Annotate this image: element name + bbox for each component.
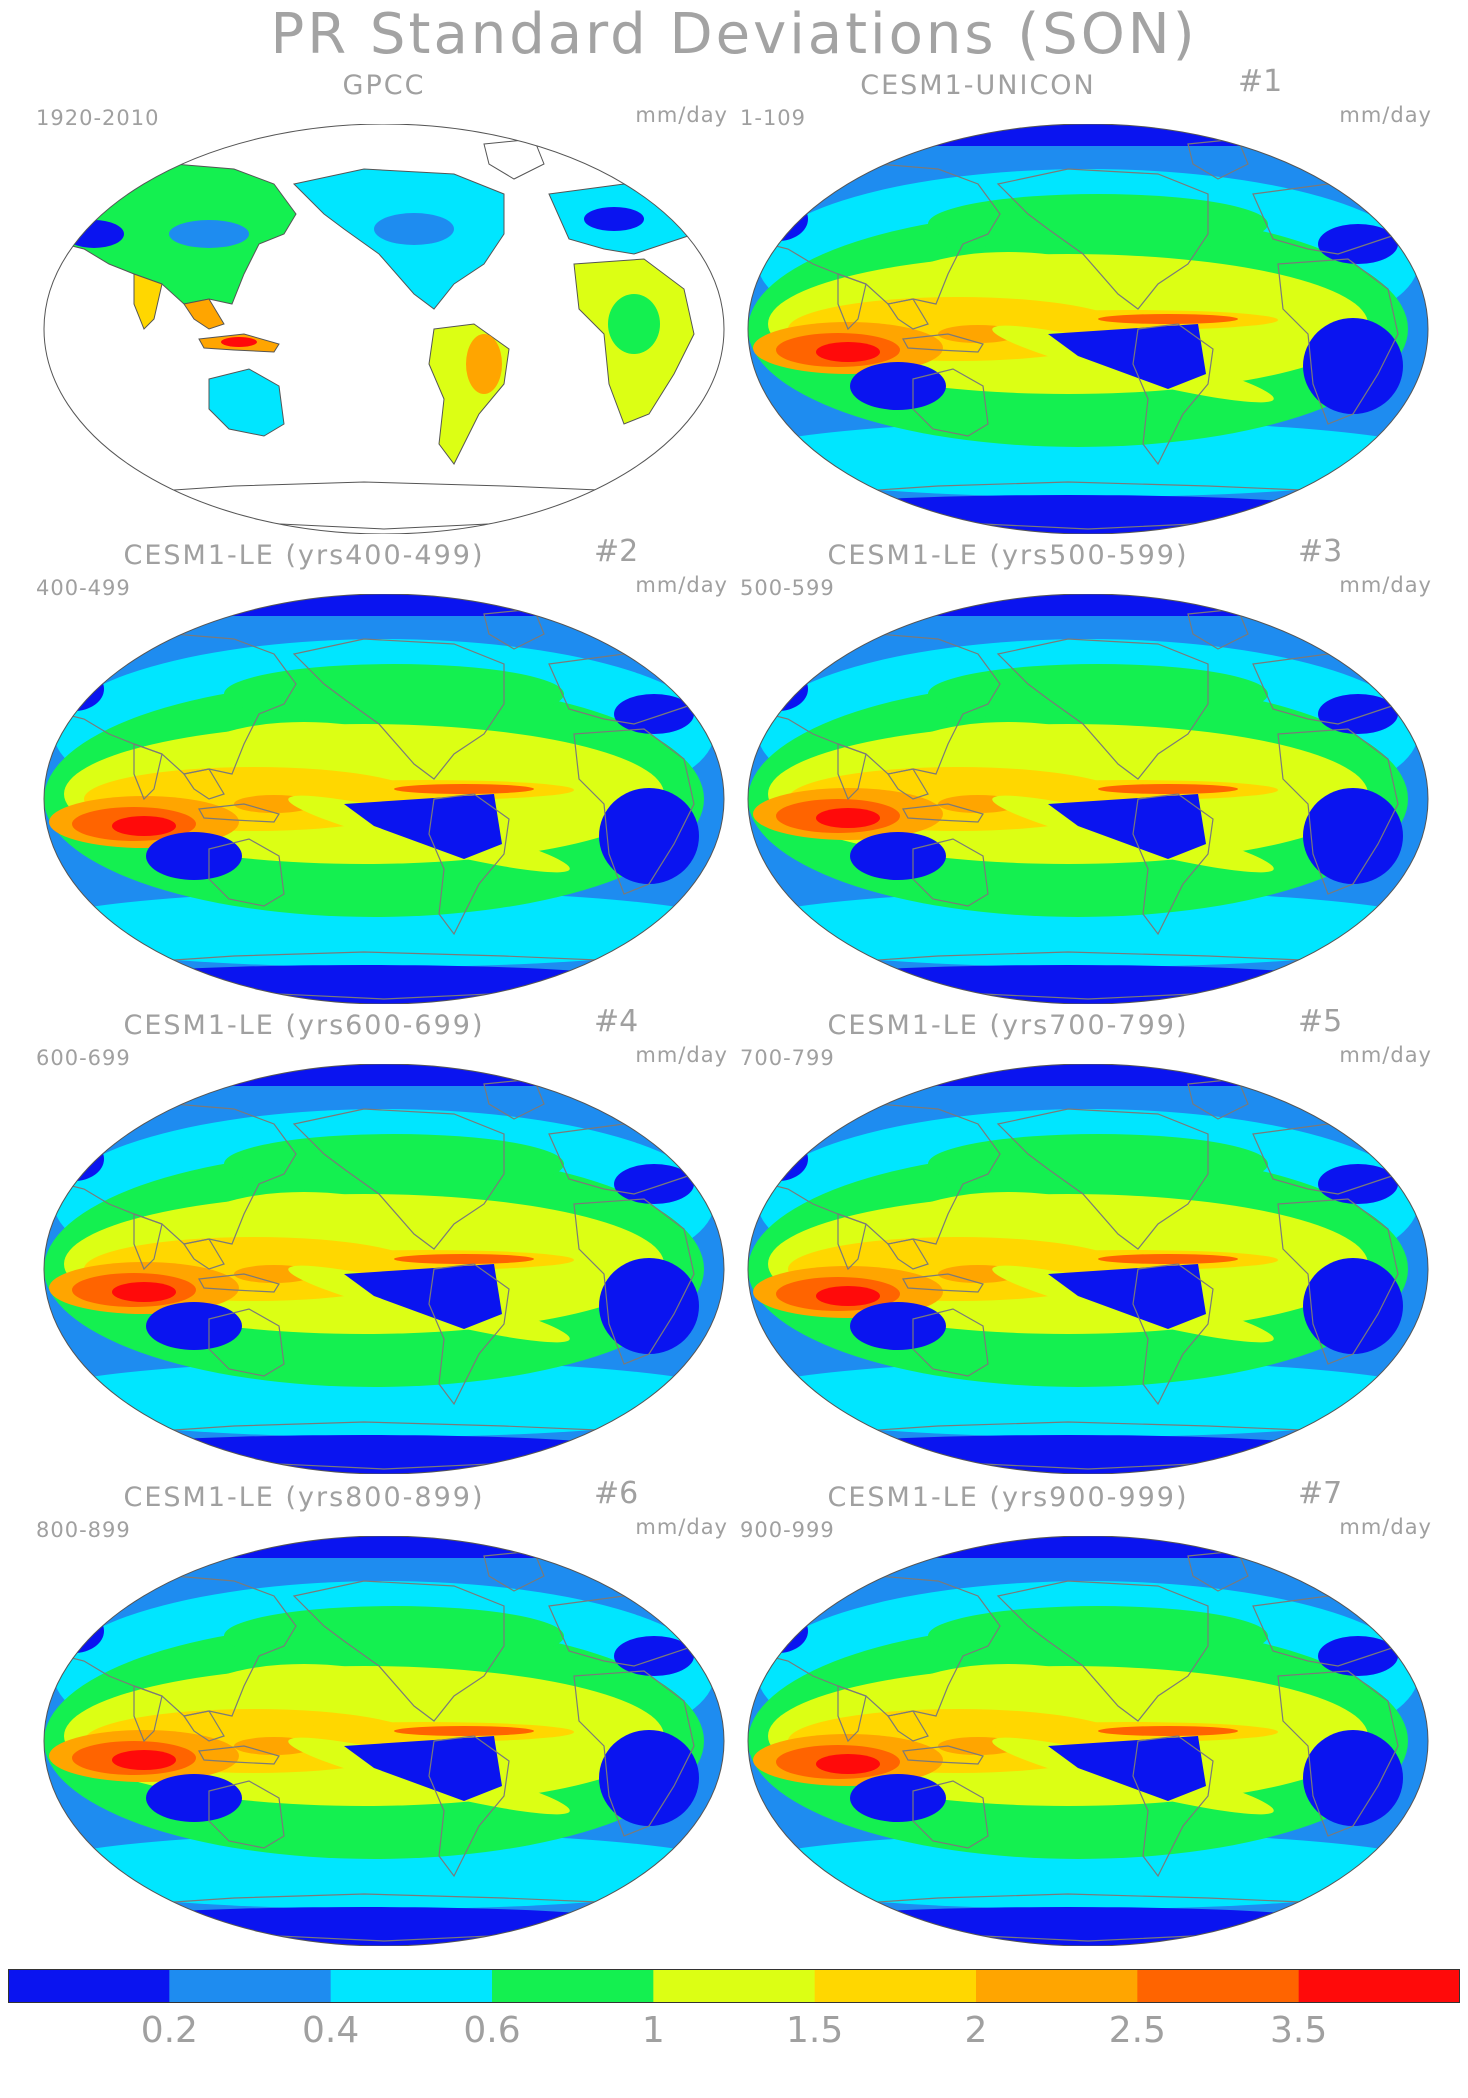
map: [747, 1536, 1429, 1946]
colorbar-tick-label: 0.2: [140, 2010, 198, 2051]
panel-units: mm/day: [635, 103, 728, 127]
colorbar-segment: [330, 1969, 493, 2003]
colorbar-segment: [653, 1969, 816, 2003]
colorbar-tick-label: 2.5: [1108, 2010, 1166, 2051]
panel-years: 500-599: [740, 576, 835, 600]
panel-title: CESM1-LE (yrs900-999): [827, 1482, 1189, 1513]
panel-units: mm/day: [1339, 1043, 1432, 1067]
map: [43, 594, 725, 1004]
panel-title: CESM1-UNICON: [860, 70, 1096, 101]
panel-units: mm/day: [635, 1515, 728, 1539]
panel-years: 400-499: [36, 576, 131, 600]
map-panel: CESM1-LE (yrs500-599) #3 500-599 mm/day: [738, 534, 1438, 1004]
panel-number: #5: [1298, 1004, 1343, 1039]
map-panel: CESM1-LE (yrs800-899) #6 800-899 mm/day: [34, 1476, 734, 1946]
map: [747, 124, 1429, 534]
colorbar-segment: [1137, 1969, 1300, 2003]
map-panel: CESM1-LE (yrs900-999) #7 900-999 mm/day: [738, 1476, 1438, 1946]
map: [747, 594, 1429, 1004]
colorbar: [8, 1969, 1460, 2003]
panel-units: mm/day: [1339, 103, 1432, 127]
panel-years: 900-999: [740, 1518, 835, 1542]
colorbar-segment: [976, 1969, 1138, 2003]
panel-number: #4: [594, 1004, 639, 1039]
colorbar-tick-label: 2: [964, 2010, 988, 2051]
panel-title: CESM1-LE (yrs600-699): [123, 1010, 485, 1041]
map-panel: CESM1-LE (yrs400-499) #2 400-499 mm/day: [34, 534, 734, 1004]
colorbar-labels: 0.2 0.4 0.6 1 1.5 2 2.5 3.5: [8, 2010, 1460, 2060]
panel-units: mm/day: [1339, 1515, 1432, 1539]
colorbar-segment: [169, 1969, 332, 2003]
map: [43, 1536, 725, 1946]
map: [43, 124, 725, 534]
panel-title: CESM1-LE (yrs700-799): [827, 1010, 1189, 1041]
map-panel: GPCC 1920-2010 mm/day: [34, 70, 734, 534]
colorbar-tick-label: 1: [641, 2010, 665, 2051]
map-panel: CESM1-LE (yrs600-699) #4 600-699 mm/day: [34, 1004, 734, 1474]
panel-title: CESM1-LE (yrs500-599): [827, 540, 1189, 571]
map: [43, 1064, 725, 1474]
colorbar-segment: [492, 1969, 654, 2003]
colorbar-tick-label: 0.6: [463, 2010, 521, 2051]
panel-number: #6: [594, 1476, 639, 1511]
panel-title: CESM1-LE (yrs800-899): [123, 1482, 485, 1513]
panel-years: 800-899: [36, 1518, 131, 1542]
panel-years: 1-109: [740, 106, 807, 130]
map-panel: CESM1-LE (yrs700-799) #5 700-799 mm/day: [738, 1004, 1438, 1474]
panel-years: 1920-2010: [36, 106, 160, 130]
colorbar-tick-label: 1.5: [786, 2010, 844, 2051]
colorbar-tick-label: 3.5: [1270, 2010, 1328, 2051]
panel-title: CESM1-LE (yrs400-499): [123, 540, 485, 571]
map-panel: CESM1-UNICON #1 1-109 mm/day: [738, 64, 1438, 534]
figure-title: PR Standard Deviations (SON): [270, 2, 1198, 67]
colorbar-segment: [1298, 1969, 1460, 2003]
panel-units: mm/day: [635, 573, 728, 597]
colorbar-tick-label: 0.4: [302, 2010, 360, 2051]
panel-years: 600-699: [36, 1046, 131, 1070]
map: [747, 1064, 1429, 1474]
panel-number: #3: [1298, 534, 1343, 569]
panel-units: mm/day: [635, 1043, 728, 1067]
panel-title: GPCC: [342, 70, 426, 101]
panel-number: #1: [1238, 64, 1283, 99]
panel-units: mm/day: [1339, 573, 1432, 597]
panel-number: #2: [594, 534, 639, 569]
colorbar-segment: [8, 1969, 170, 2003]
panel-years: 700-799: [740, 1046, 835, 1070]
colorbar-segment: [814, 1969, 977, 2003]
panel-number: #7: [1298, 1476, 1343, 1511]
